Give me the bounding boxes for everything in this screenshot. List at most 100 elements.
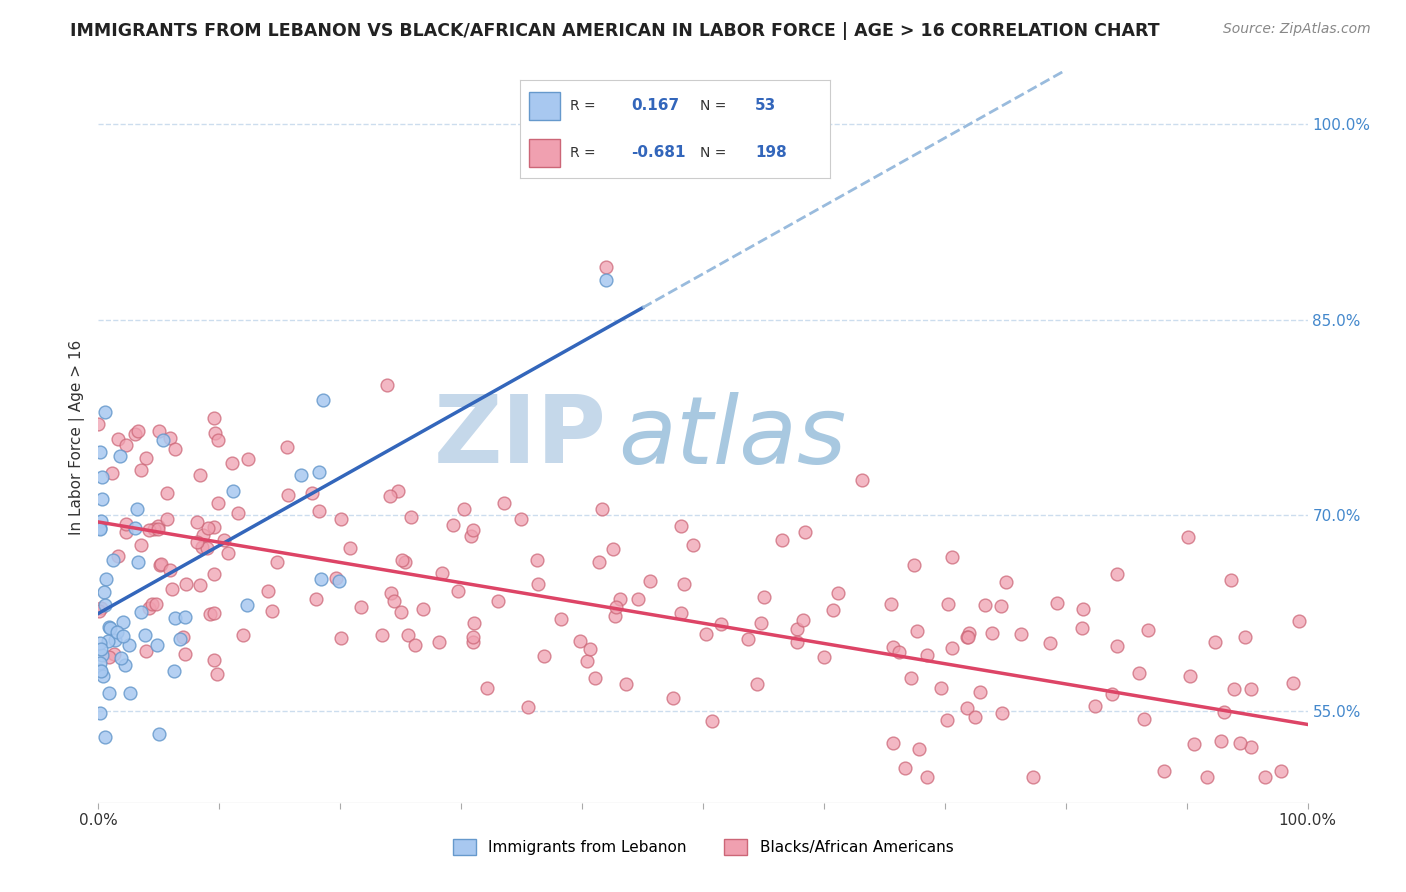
Point [887, 645, 910, 659]
Point [382, 593, 405, 607]
Point [304, 591, 326, 606]
Point [329, 512, 352, 526]
Point [107, 549, 129, 563]
Point [205, 667, 228, 681]
Point [124, 427, 146, 442]
Point [160, 582, 183, 597]
Point [212, 533, 235, 548]
Point [226, 506, 249, 520]
Point [595, 260, 617, 275]
Point [579, 641, 602, 656]
Point [905, 624, 928, 638]
Point [1195, 770, 1218, 784]
Point [101, 467, 124, 481]
Point [152, 433, 174, 447]
Point [90, 642, 112, 657]
Point [380, 489, 402, 503]
Point [266, 555, 288, 569]
Point [956, 630, 979, 644]
Point [603, 609, 626, 624]
Point [148, 522, 170, 536]
Point [93, 585, 115, 599]
Point [396, 628, 419, 642]
Point [207, 433, 229, 447]
Point [308, 465, 330, 479]
Point [89, 656, 111, 670]
Point [277, 488, 299, 502]
Point [103, 648, 125, 662]
Point [257, 583, 280, 598]
Point [880, 597, 903, 611]
Point [461, 630, 484, 644]
Point [583, 671, 606, 685]
Point [97, 633, 120, 648]
Point [129, 463, 152, 477]
Point [89, 445, 111, 459]
Point [350, 600, 373, 615]
Point [375, 377, 398, 392]
Point [1153, 764, 1175, 779]
Point [115, 524, 138, 539]
Point [827, 586, 849, 600]
Point [995, 575, 1018, 590]
Point [1105, 567, 1128, 582]
Point [1288, 615, 1310, 629]
Point [1233, 630, 1256, 644]
Point [671, 606, 693, 620]
FancyBboxPatch shape [530, 139, 561, 167]
Point [882, 640, 904, 655]
Point [682, 537, 704, 551]
Point [526, 552, 548, 566]
Point [851, 473, 873, 487]
Point [202, 520, 225, 534]
Point [463, 616, 485, 631]
Point [969, 685, 991, 699]
Point [527, 577, 550, 591]
Point [404, 638, 426, 652]
Point [262, 604, 284, 618]
Point [550, 612, 572, 626]
Point [94, 730, 117, 744]
Point [441, 518, 464, 533]
Point [929, 681, 952, 695]
Point [569, 634, 592, 648]
Point [391, 553, 413, 567]
Point [770, 533, 793, 548]
Point [328, 574, 350, 588]
Point [94, 572, 117, 586]
Point [1039, 636, 1062, 650]
Point [222, 483, 245, 498]
Point [915, 648, 938, 662]
Text: N =: N = [700, 146, 725, 160]
Point [627, 591, 650, 606]
Text: IMMIGRANTS FROM LEBANON VS BLACK/AFRICAN AMERICAN IN LABOR FORCE | AGE > 16 CORR: IMMIGRANTS FROM LEBANON VS BLACK/AFRICAN… [70, 22, 1160, 40]
Point [276, 440, 298, 454]
Point [1240, 739, 1263, 754]
Point [894, 761, 917, 775]
Point [609, 592, 631, 607]
Point [1046, 596, 1069, 610]
Point [204, 566, 226, 581]
Point [89, 706, 111, 721]
Point [956, 701, 979, 715]
Point [325, 572, 347, 586]
Point [312, 392, 335, 407]
Point [1229, 735, 1251, 749]
Point [695, 627, 717, 641]
Point [236, 452, 259, 467]
Y-axis label: In Labor Force | Age > 16: In Labor Force | Age > 16 [69, 340, 86, 534]
Legend: Immigrants from Lebanon, Blacks/African Americans: Immigrants from Lebanon, Blacks/African … [447, 833, 959, 861]
Point [1021, 770, 1043, 784]
Point [453, 502, 475, 516]
Point [159, 431, 181, 445]
Text: 53: 53 [755, 98, 776, 113]
Point [387, 483, 409, 498]
Point [737, 632, 759, 646]
Point [103, 633, 125, 648]
Point [191, 528, 214, 542]
Point [752, 591, 775, 605]
Point [823, 603, 845, 617]
Point [91, 469, 114, 483]
Point [903, 558, 925, 572]
Text: R =: R = [569, 146, 595, 160]
